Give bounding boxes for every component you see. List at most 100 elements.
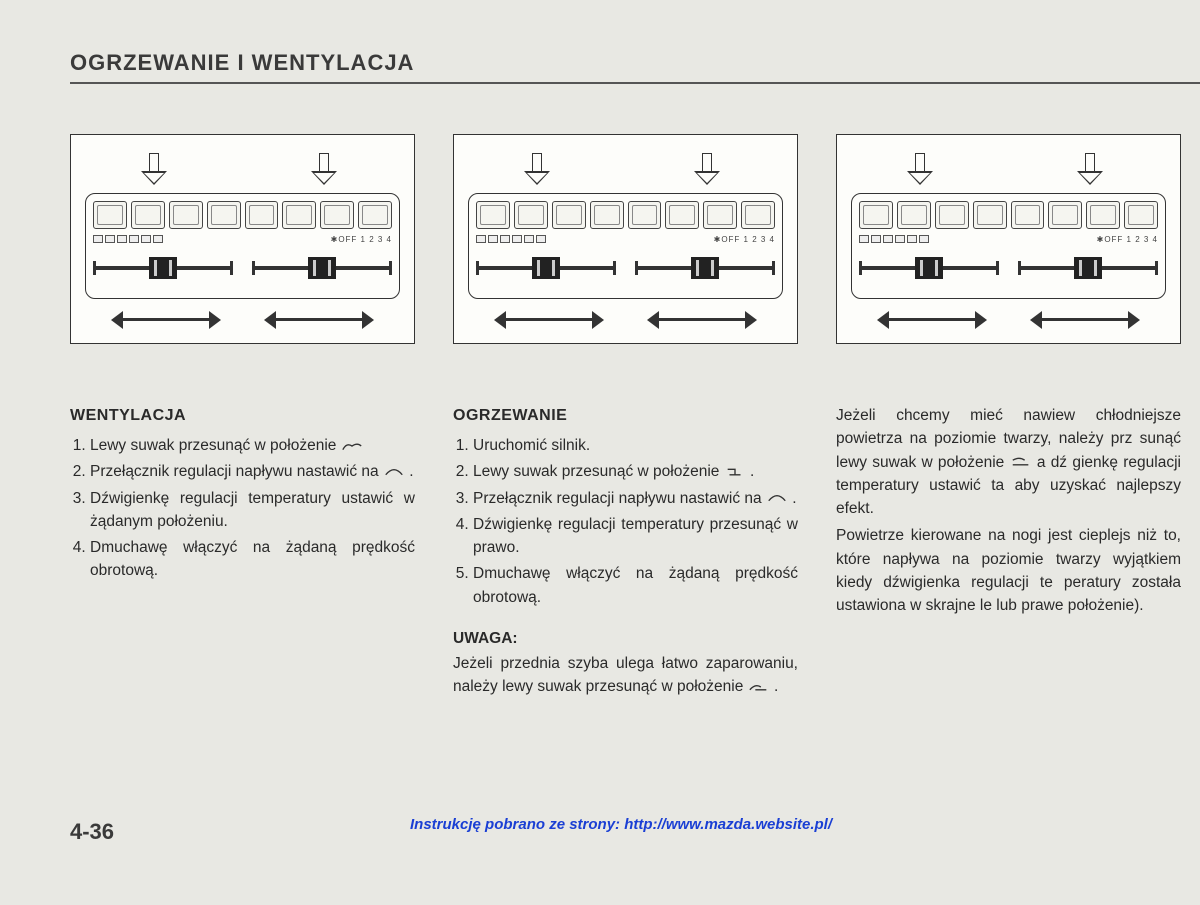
mode-button (207, 201, 241, 229)
vent-face-icon (341, 440, 363, 452)
mode-button (1048, 201, 1082, 229)
double-arrow-icon (1030, 309, 1140, 331)
mode-button (320, 201, 354, 229)
note-body: Jeżeli przednia szyba ulega łatwo zaparo… (453, 655, 798, 695)
fan-scale: ✱OFF 1 2 3 4 (331, 235, 392, 249)
mode-button (859, 201, 893, 229)
fan-scale: ✱OFF 1 2 3 4 (714, 235, 775, 249)
note-text: Jeżeli przednia szyba ulega łatwo zaparo… (453, 652, 798, 699)
scale-row: ✱OFF 1 2 3 4 (859, 235, 1158, 249)
step-text: Przełącznik regulacji napływu nastawić n… (90, 463, 379, 480)
list-item: Dźwigienkę regulacji temperatury prze­su… (473, 513, 798, 560)
list-item: Dźwigienkę regulacji temperatury usta­wi… (90, 487, 415, 534)
double-arrow-icon (111, 309, 221, 331)
text: a dź (1037, 454, 1067, 471)
slider-row (93, 253, 392, 283)
figures-row: ✱OFF 1 2 3 4 (70, 134, 1200, 344)
double-arrow-icon (264, 309, 374, 331)
temp-scale (93, 235, 163, 249)
double-arrow-icon (647, 309, 757, 331)
button-row (93, 201, 392, 229)
temp-scale (859, 235, 929, 249)
page-title: OGRZEWANIE I WENTYLACJA (70, 50, 1200, 76)
paragraph: Jeżeli chcemy mieć nawiew chłodniejsze p… (836, 404, 1181, 520)
column-notes: Jeżeli chcemy mieć nawiew chłodniejsze p… (836, 404, 1181, 699)
column-ventilation: WENTYLACJA Lewy suwak przesunąć w położe… (70, 404, 415, 699)
step-text: Lewy suwak przesunąć w położenie (473, 463, 719, 480)
list-item: Przełącznik regulacji napływu nastawić n… (90, 460, 415, 483)
list-item: Uruchomić silnik. (473, 434, 798, 457)
double-arrow-icon (877, 309, 987, 331)
mode-button (741, 201, 775, 229)
col-heading: WENTYLACJA (70, 404, 415, 428)
mode-button (1086, 201, 1120, 229)
figure-ventilation: ✱OFF 1 2 3 4 (70, 134, 415, 344)
vent-defrost-floor-icon (748, 681, 770, 693)
list-item: Dmuchawę włączyć na żądaną prędkość obro… (473, 562, 798, 609)
slider-row (859, 253, 1158, 283)
step-text: Przełącznik regulacji napływu nastawić n… (473, 490, 762, 507)
recirculate-icon (383, 466, 405, 478)
mode-button (935, 201, 969, 229)
mode-button (93, 201, 127, 229)
vent-bilevel-icon (1010, 456, 1032, 468)
double-arrow-icon (494, 309, 604, 331)
mode-button (628, 201, 662, 229)
list-item: Lewy suwak przesunąć w położenie (90, 434, 415, 457)
mode-button (552, 201, 586, 229)
list-item: Dmuchawę włączyć na żądaną prędkość obro… (90, 536, 415, 583)
figure-mixed: ✱OFF 1 2 3 4 (836, 134, 1181, 344)
vent-floor-icon (724, 466, 746, 478)
mode-button (665, 201, 699, 229)
mode-button (590, 201, 624, 229)
title-bar: OGRZEWANIE I WENTYLACJA (70, 50, 1200, 84)
paragraph: Powietrze kierowane na nogi jest cieplej… (836, 524, 1181, 617)
scale-row: ✱OFF 1 2 3 4 (476, 235, 775, 249)
page-number: 4-36 (70, 819, 114, 845)
list-item: Przełącznik regulacji napływu nastawić n… (473, 487, 798, 510)
col-heading: OGRZEWANIE (453, 404, 798, 428)
mode-button (358, 201, 392, 229)
arrow-down-icon (694, 153, 720, 187)
figure-heating: ✱OFF 1 2 3 4 (453, 134, 798, 344)
footer-source: Instrukcję pobrano ze strony: http://www… (410, 816, 832, 833)
button-row (859, 201, 1158, 229)
mode-button (476, 201, 510, 229)
slider-row (476, 253, 775, 283)
scale-row: ✱OFF 1 2 3 4 (93, 235, 392, 249)
slider-arrows (877, 309, 1140, 335)
step-text: Lewy suwak przesunąć w położenie (90, 437, 336, 454)
fan-slider (635, 253, 775, 283)
mode-button (973, 201, 1007, 229)
fan-scale: ✱OFF 1 2 3 4 (1097, 235, 1158, 249)
text: Jeżeli chcemy mieć nawiew chłodniejsze (836, 407, 1181, 424)
slider-arrows (494, 309, 757, 335)
note-heading: UWAGA: (453, 627, 798, 650)
arrow-down-icon (907, 153, 933, 187)
temp-slider (476, 253, 616, 283)
mode-button (897, 201, 931, 229)
arrow-down-icon (311, 153, 337, 187)
arrow-down-icon (141, 153, 167, 187)
recirculate-icon (766, 492, 788, 504)
steps-list: Uruchomić silnik. Lewy suwak przesunąć w… (453, 434, 798, 609)
slider-arrows (111, 309, 374, 335)
arrow-down-icon (524, 153, 550, 187)
mode-button (514, 201, 548, 229)
mode-button (169, 201, 203, 229)
mode-button (1011, 201, 1045, 229)
text-columns: WENTYLACJA Lewy suwak przesunąć w położe… (70, 404, 1200, 699)
mode-button (1124, 201, 1158, 229)
mode-button (245, 201, 279, 229)
fan-slider (1018, 253, 1158, 283)
steps-list: Lewy suwak przesunąć w położenie Przełąc… (70, 434, 415, 583)
list-item: Lewy suwak przesunąć w położenie . (473, 460, 798, 483)
arrow-down-icon (1077, 153, 1103, 187)
mode-button (282, 201, 316, 229)
mode-button (703, 201, 737, 229)
text: powietrza na poziomie twarzy, należy prz (836, 430, 1132, 447)
temp-slider (93, 253, 233, 283)
fan-slider (252, 253, 392, 283)
mode-button (131, 201, 165, 229)
column-heating: OGRZEWANIE Uruchomić silnik. Lewy suwak … (453, 404, 798, 699)
